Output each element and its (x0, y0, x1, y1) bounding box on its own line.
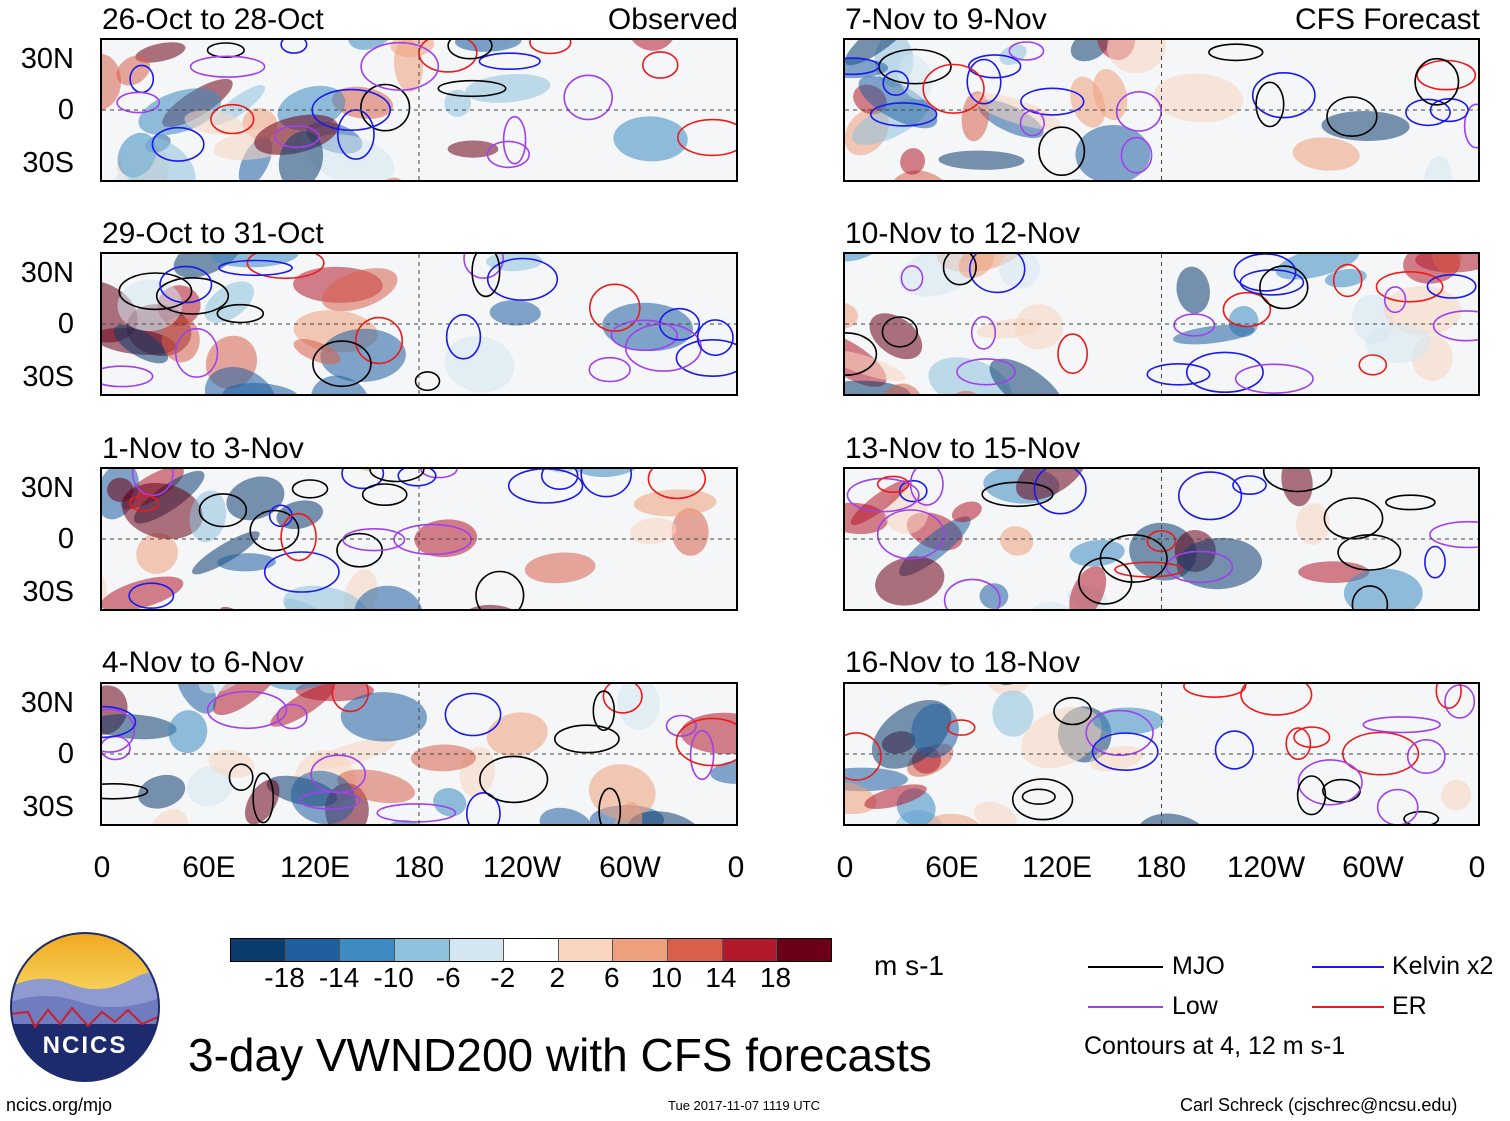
lon-label: 60W (1342, 851, 1404, 884)
footer-timestamp: Tue 2017-11-07 1119 UTC (668, 1098, 820, 1113)
lon-label: 0 (727, 851, 745, 884)
colorbar-tick-label: 6 (604, 962, 620, 993)
colorbar-segment (668, 939, 723, 961)
lat-label: 0 (57, 738, 74, 770)
wind-anomaly-map (845, 684, 1478, 824)
lon-label: 180 (393, 851, 445, 884)
colorbar-segment (777, 939, 832, 961)
lon-label: 120W (482, 851, 562, 884)
lat-label: 30N (20, 257, 74, 289)
footer-author: Carl Schreck (cjschrec@ncsu.edu) (1180, 1095, 1458, 1115)
lon-label: 120E (279, 851, 351, 884)
colorbar-tick-label: -2 (490, 962, 516, 993)
panel-title: 29-Oct to 31-Oct (102, 217, 324, 250)
map-panel (100, 467, 738, 611)
colorbar-tick-label: -18 (264, 962, 305, 993)
panel-title: 1-Nov to 3-Nov (102, 432, 304, 465)
legend-label-mjo: MJO (1172, 952, 1225, 980)
lat-label: 0 (57, 308, 74, 340)
map-panel (843, 252, 1480, 396)
lon-label: 0 (1468, 851, 1486, 884)
lat-label: 30S (22, 361, 74, 393)
logo-text: NCICS (42, 1032, 128, 1059)
colorbar-tick-label: 14 (705, 962, 737, 993)
map-panel (843, 38, 1480, 182)
map-panel (100, 252, 738, 396)
colorbar-segment (504, 939, 559, 961)
lon-label: 120E (1021, 851, 1093, 884)
colorbar-segment (285, 939, 341, 961)
colorbar-segment (231, 939, 286, 961)
colorbar-tick-label: 18 (759, 962, 792, 993)
colorbar-segment (558, 939, 614, 961)
wind-anomaly-map (102, 254, 736, 394)
colorbar-tick-label: -10 (373, 962, 414, 993)
lon-label: 0 (836, 851, 854, 884)
contour-note: Contours at 4, 12 m s-1 (1084, 1032, 1346, 1060)
colorbar-segment (613, 939, 669, 961)
footer-url[interactable]: ncics.org/mjo (6, 1095, 113, 1115)
lon-label: 60E (925, 851, 979, 884)
lon-label: 180 (1135, 851, 1187, 884)
lat-label: 30S (22, 791, 74, 823)
wind-anomaly-map (102, 469, 736, 609)
lon-label: 120W (1226, 851, 1306, 884)
map-panel (100, 38, 738, 182)
colorbar-tick-label: -14 (318, 962, 360, 993)
wind-anomaly-map (845, 469, 1478, 609)
lat-label: 30N (20, 43, 74, 75)
lon-label: 0 (93, 851, 111, 884)
map-panel (843, 682, 1480, 826)
colorbar-tick-label: 10 (650, 962, 682, 993)
logo-graphic (10, 932, 160, 1082)
colorbar (230, 938, 832, 962)
colorbar-segment (449, 939, 505, 961)
panel-title: 26-Oct to 28-Oct (102, 3, 324, 36)
colorbar-tick-label: 2 (549, 962, 566, 993)
lat-label: 0 (57, 94, 74, 126)
lon-label: 60E (182, 851, 236, 884)
colorbar-tick-label: -6 (435, 962, 461, 993)
figure-title: 3-day VWND200 with CFS forecasts (188, 1029, 932, 1081)
legend-line-kelvin (1312, 966, 1384, 968)
column-label: CFS Forecast (1294, 3, 1480, 36)
legend-label-kelvin: Kelvin x2 (1392, 952, 1494, 980)
lat-label: 30N (20, 687, 74, 719)
legend-line-mjo (1088, 966, 1163, 968)
legend-line-low (1088, 1006, 1163, 1008)
legend-label-er: ER (1392, 992, 1427, 1020)
ncics-logo[interactable]: NCICS (10, 932, 160, 1082)
lat-label: 30N (20, 472, 74, 504)
colorbar-segment (722, 939, 778, 961)
legend-label-low: Low (1172, 992, 1218, 1020)
panel-title: 4-Nov to 6-Nov (102, 646, 304, 679)
column-label: Observed (607, 3, 738, 36)
lat-label: 0 (57, 523, 74, 555)
panel-title: 10-Nov to 12-Nov (845, 217, 1081, 250)
map-panel (100, 682, 738, 826)
colorbar-segment (394, 939, 450, 961)
map-panel (843, 467, 1480, 611)
wind-anomaly-map (845, 254, 1478, 394)
panel-title: 7-Nov to 9-Nov (845, 3, 1047, 36)
panel-title: 13-Nov to 15-Nov (845, 432, 1081, 465)
lon-label: 60W (599, 851, 661, 884)
lat-label: 30S (22, 576, 74, 608)
panel-title: 16-Nov to 18-Nov (845, 646, 1081, 679)
wind-anomaly-map (102, 684, 736, 824)
wind-anomaly-map (845, 40, 1478, 180)
units-label: m s-1 (874, 950, 944, 981)
lat-label: 30S (22, 147, 74, 179)
colorbar-segment (340, 939, 395, 961)
legend-line-er (1312, 1006, 1384, 1008)
wind-anomaly-map (102, 40, 736, 180)
